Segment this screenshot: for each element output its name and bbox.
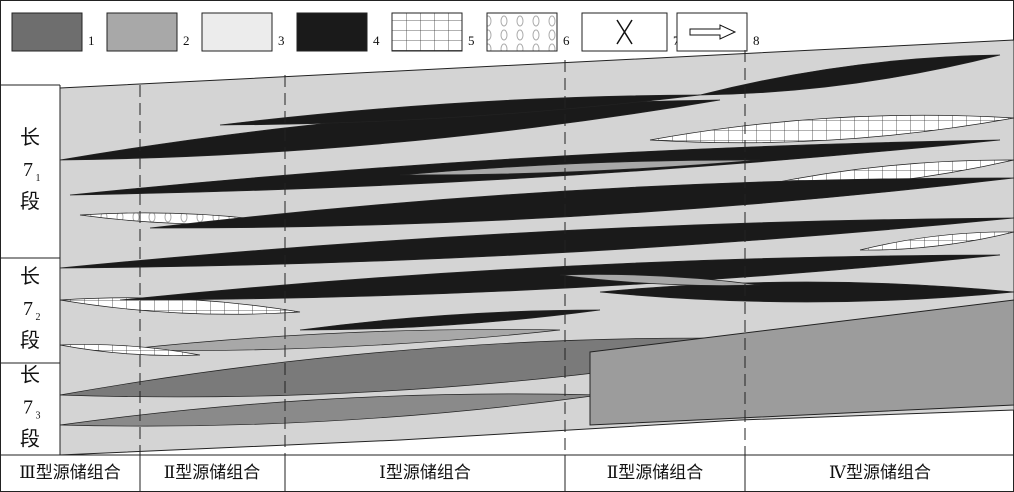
legend-label: 2	[183, 33, 190, 48]
legend: 1 2 3 4 5 6 7 8	[11, 12, 760, 52]
legend-label: 6	[563, 33, 570, 48]
combination-label: Ⅰ型源储组合	[379, 463, 471, 482]
lens	[59, 217, 1014, 269]
lens	[59, 99, 721, 161]
stratum-number: 7	[23, 298, 33, 320]
combination-label: Ⅱ型源储组合	[164, 463, 261, 482]
legend-swatch	[201, 12, 273, 52]
combination-label: Ⅱ型源储组合	[607, 463, 704, 482]
stratum-char: 长	[20, 265, 40, 288]
legend-swatch	[106, 12, 178, 52]
legend-label: 1	[88, 33, 95, 48]
stratum-number: 7	[23, 397, 33, 419]
stratum-char: 长	[20, 126, 40, 149]
stratum-subscript: 3	[36, 410, 41, 421]
gray-block	[589, 299, 1014, 426]
legend-swatch	[486, 12, 558, 52]
legend-label: 8	[753, 33, 760, 48]
legend-swatch	[391, 12, 463, 52]
lens	[149, 177, 1014, 229]
legend-label: 3	[278, 33, 285, 48]
stratum-char: 段	[20, 329, 40, 352]
legend-swatch	[296, 12, 368, 52]
lens	[699, 54, 1001, 96]
legend-label: 5	[468, 33, 475, 48]
legend-swatch	[11, 12, 83, 52]
stratum-char: 段	[20, 190, 40, 213]
lens	[649, 114, 1014, 144]
stratum-char: 长	[20, 364, 40, 387]
stratum-subscript: 2	[36, 312, 41, 323]
arrow-symbol	[689, 24, 737, 40]
lens	[859, 231, 1014, 251]
stratum-char: 段	[20, 428, 40, 451]
combination-row: Ⅲ型源储组合 Ⅱ型源储组合 Ⅰ型源储组合 Ⅱ型源储组合 Ⅳ型源储组合	[19, 455, 931, 492]
combination-label: Ⅳ型源储组合	[829, 463, 931, 482]
lens	[399, 159, 761, 176]
lens	[559, 274, 761, 286]
lens	[119, 254, 1001, 301]
lens	[119, 329, 561, 351]
combination-label: Ⅲ型源储组合	[19, 463, 120, 482]
lens	[59, 297, 301, 315]
fracture-symbol	[616, 19, 633, 45]
stratum-number: 7	[23, 159, 33, 181]
stratum-subscript: 1	[36, 173, 41, 184]
dashed-boundaries	[139, 50, 746, 455]
legend-label: 4	[373, 33, 380, 48]
lens	[59, 344, 201, 356]
lens	[299, 309, 601, 331]
